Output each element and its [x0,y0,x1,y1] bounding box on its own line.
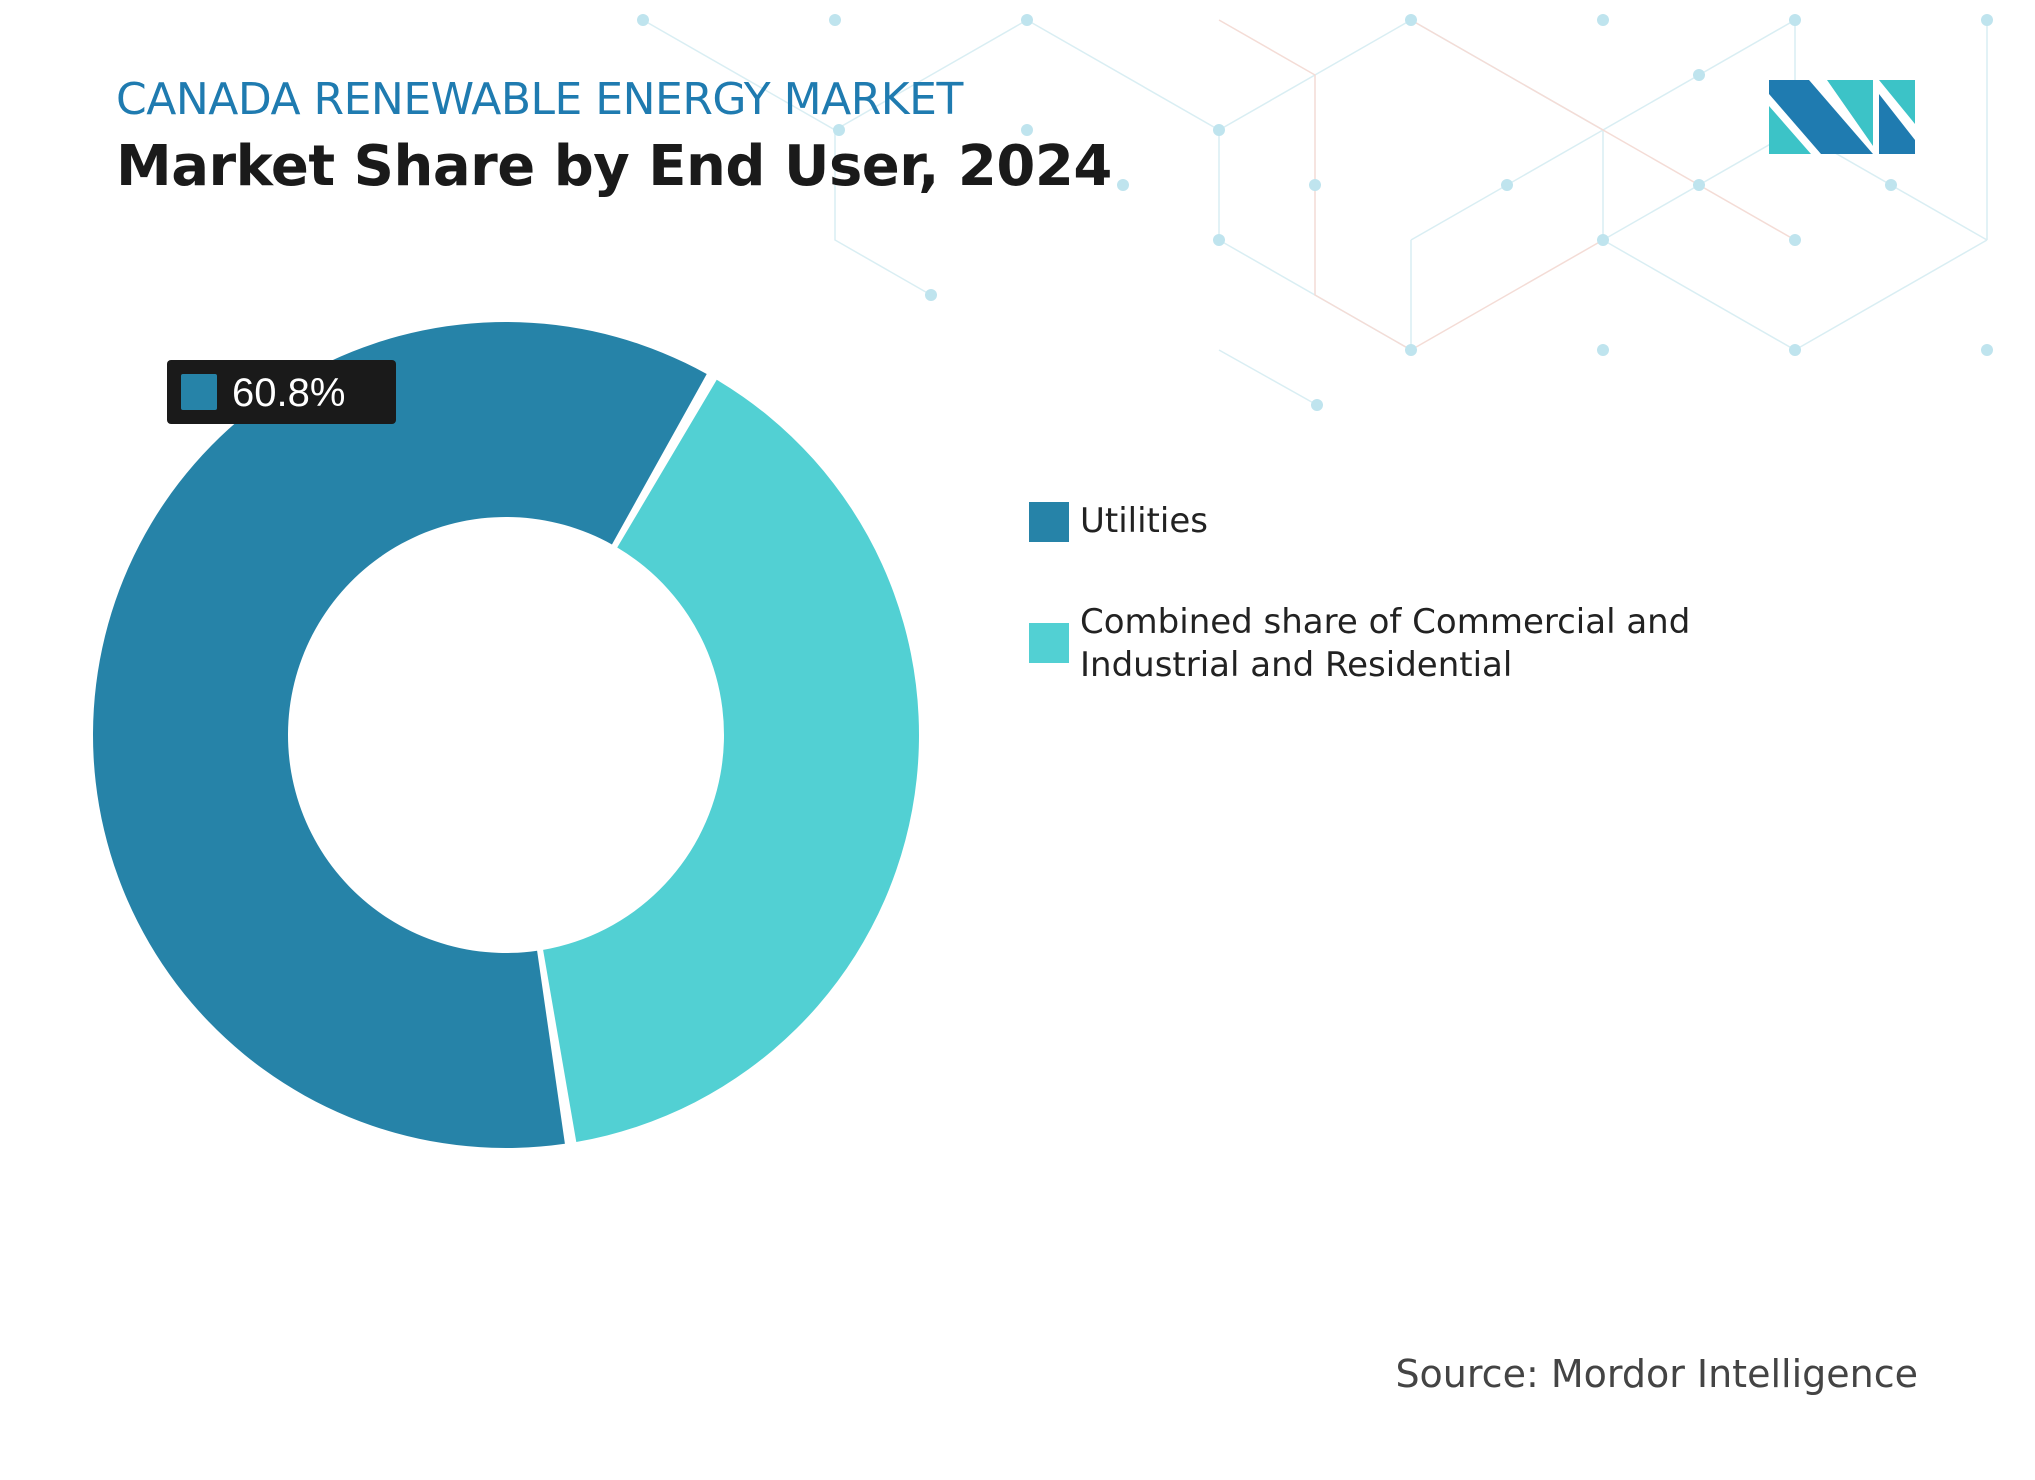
data-label-text: 60.8% [232,371,345,415]
data-label-swatch [181,374,217,410]
legend-item-commercial-industrial-residential: Combined share of Commercial and Industr… [1029,601,1700,687]
legend-item-utilities: Utilities [1029,500,1700,543]
legend-swatch [1029,623,1069,663]
data-label-utilities: 60.8% [167,360,396,424]
mordor-intelligence-logo [1769,80,1915,154]
legend-label: Utilities [1080,501,1208,541]
source-note: Source: Mordor Intelligence [1395,1352,1918,1396]
chart-subtitle: CANADA RENEWABLE ENERGY MARKET [116,74,963,125]
legend: Utilities Combined share of Commercial a… [1029,500,1700,745]
data-label-background [167,360,396,424]
chart-title: Market Share by End User, 2024 [116,134,1112,199]
legend-label: Combined share of Commercial and Industr… [1080,602,1691,685]
donut-slice-commercial-industrial-residential [543,379,920,1142]
legend-swatch [1029,502,1069,542]
donut-slice-utilities [93,322,707,1148]
